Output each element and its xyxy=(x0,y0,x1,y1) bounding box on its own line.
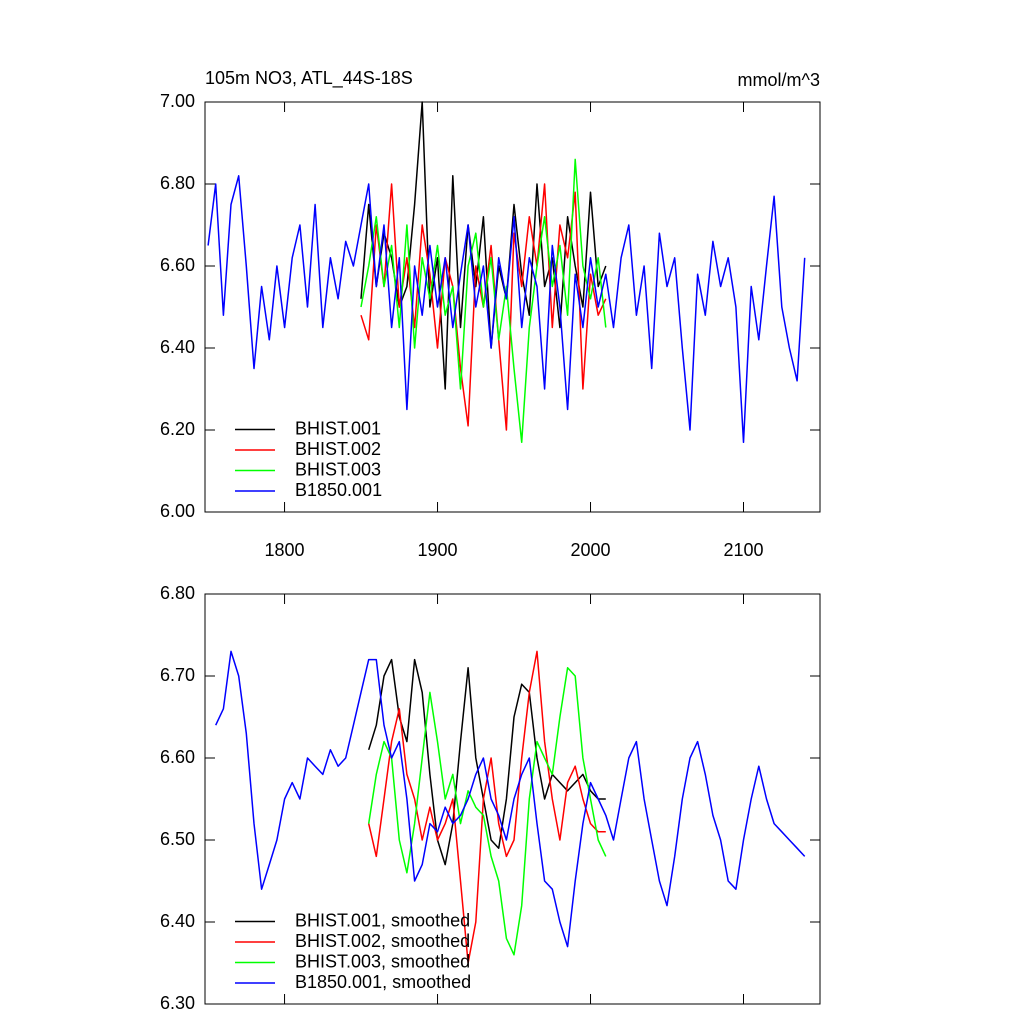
data-line xyxy=(360,158,607,444)
y-tick-label: 6.30 xyxy=(160,993,195,1013)
y-tick-label: 6.70 xyxy=(160,665,195,685)
x-tick-label: 1900 xyxy=(418,540,458,560)
legend-label: B1850.001 xyxy=(295,480,382,500)
y-tick-label: 6.60 xyxy=(160,255,195,275)
y-tick-label: 6.80 xyxy=(160,173,195,193)
y-tick-label: 6.20 xyxy=(160,419,195,439)
legend-label: BHIST.003 xyxy=(295,459,381,479)
data-line xyxy=(215,650,806,948)
x-tick-label: 2000 xyxy=(570,540,610,560)
data-line xyxy=(207,175,806,444)
y-tick-label: 6.40 xyxy=(160,911,195,931)
y-tick-label: 6.00 xyxy=(160,501,195,521)
y-tick-label: 6.60 xyxy=(160,747,195,767)
plot-frame xyxy=(204,101,821,513)
x-tick-label: 1800 xyxy=(265,540,305,560)
legend-label: BHIST.003, smoothed xyxy=(295,951,470,971)
data-line xyxy=(367,667,607,956)
y-tick-label: 6.50 xyxy=(160,829,195,849)
plot-frame xyxy=(204,593,821,1005)
chart-title: 105m NO3, ATL_44S-18S xyxy=(205,68,413,89)
legend-label: B1850.001, smoothed xyxy=(295,972,471,992)
legend-label: BHIST.001, smoothed xyxy=(295,910,470,930)
y-tick-label: 7.00 xyxy=(160,91,195,111)
y-tick-label: 6.40 xyxy=(160,337,195,357)
legend-label: BHIST.002, smoothed xyxy=(295,931,470,951)
units-label: mmol/m^3 xyxy=(738,70,820,90)
x-tick-label: 2100 xyxy=(723,540,763,560)
y-tick-label: 6.80 xyxy=(160,583,195,603)
legend-label: BHIST.001 xyxy=(295,418,381,438)
legend-label: BHIST.002 xyxy=(295,439,381,459)
